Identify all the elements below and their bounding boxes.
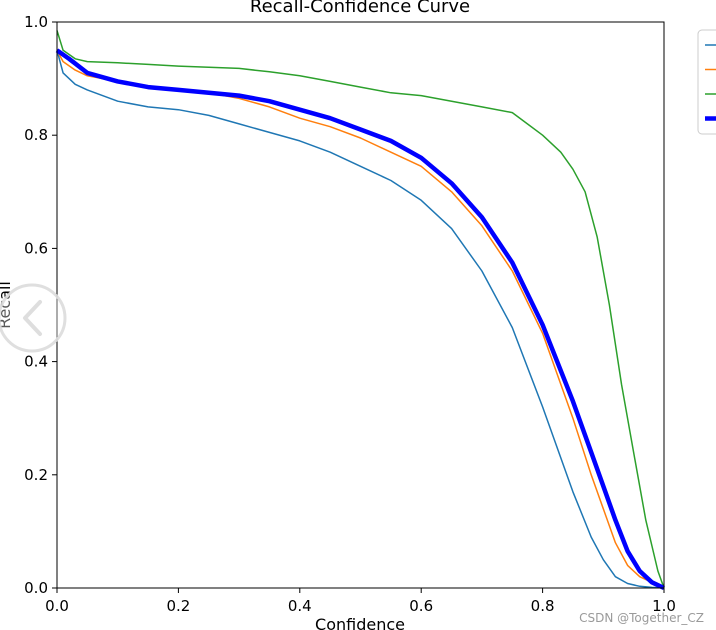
y-tick-label: 0.6: [24, 239, 48, 257]
series-line-3: [56, 30, 665, 589]
legend-box: [697, 29, 716, 135]
watermark-text: CSDN @Together_CZ: [579, 611, 704, 625]
chart-title: Recall-Confidence Curve: [250, 0, 470, 17]
carousel-back-icon[interactable]: [0, 283, 67, 353]
x-tick-label: 0.0: [45, 597, 69, 615]
series-line-1: [56, 50, 665, 589]
y-tick-label: 0.8: [24, 126, 48, 144]
x-tick-label: 0.2: [166, 597, 190, 615]
x-tick-label: 0.8: [531, 597, 555, 615]
x-tick-label: 1.0: [652, 597, 676, 615]
y-tick-label: 0.4: [24, 353, 48, 371]
x-axis-ticks: 0.0 0.2 0.4 0.6 0.8 1.0: [45, 588, 676, 615]
x-tick-label: 0.4: [288, 597, 312, 615]
y-tick-label: 1.0: [24, 13, 48, 31]
plot-frame: [56, 21, 665, 589]
x-tick-label: 0.6: [409, 597, 433, 615]
series-layer: [55, 30, 665, 591]
series-line-4: [55, 48, 665, 591]
y-tick-label: 0.2: [24, 466, 48, 484]
x-axis-label: Confidence: [315, 615, 405, 630]
y-tick-label: 0.0: [24, 579, 48, 597]
y-axis-ticks: 0.0 0.2 0.4 0.6 0.8 1.0: [24, 13, 57, 597]
legend: [697, 29, 716, 135]
legend-entries: [705, 44, 716, 121]
